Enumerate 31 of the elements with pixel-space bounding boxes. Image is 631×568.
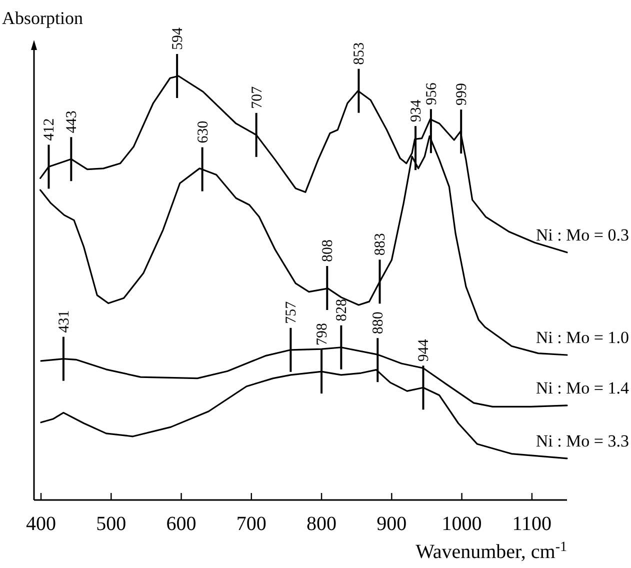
x-tick-label: 600 bbox=[166, 513, 196, 535]
annotation: 630 bbox=[195, 120, 212, 144]
x-tick-label: 400 bbox=[26, 513, 56, 535]
y-axis-title: Absorption bbox=[2, 8, 83, 28]
x-tick-label: 1100 bbox=[512, 513, 552, 535]
annotation: 808 bbox=[320, 240, 336, 262]
series-label: Ni : Mo = 1.0 bbox=[536, 328, 629, 347]
annotation: 944 bbox=[416, 338, 432, 362]
annotation: 798 bbox=[314, 323, 331, 346]
x-axis-title: Wavenumber, cm$^{-1}$ bbox=[416, 540, 567, 563]
annotation: 412 bbox=[42, 118, 58, 141]
annotation: 443 bbox=[64, 110, 80, 134]
annotation: 757 bbox=[284, 300, 300, 324]
x-tick-label: 500 bbox=[96, 513, 126, 535]
x-tick-label: 700 bbox=[236, 513, 266, 535]
annotation: 956 bbox=[424, 82, 440, 106]
x-tick-label: 800 bbox=[306, 513, 337, 535]
x-tick-label: 1000 bbox=[442, 513, 482, 535]
annotation: 853 bbox=[352, 42, 368, 65]
annotation: 431 bbox=[56, 310, 72, 333]
x-tick-label: 900 bbox=[376, 513, 407, 535]
annotation: 999 bbox=[454, 83, 470, 106]
annotation: 883 bbox=[372, 233, 389, 256]
annotation: 594 bbox=[170, 27, 186, 50]
annotation: 934 bbox=[408, 99, 425, 122]
series-label: Ni : Mo = 3.3 bbox=[536, 431, 629, 450]
series-label: Ni : Mo = 0.3 bbox=[536, 225, 629, 244]
annotation: 707 bbox=[249, 86, 266, 109]
annotation: 828 bbox=[334, 298, 350, 322]
series-label: Ni : Mo = 1.4 bbox=[536, 378, 630, 398]
annotation: 880 bbox=[370, 312, 387, 334]
